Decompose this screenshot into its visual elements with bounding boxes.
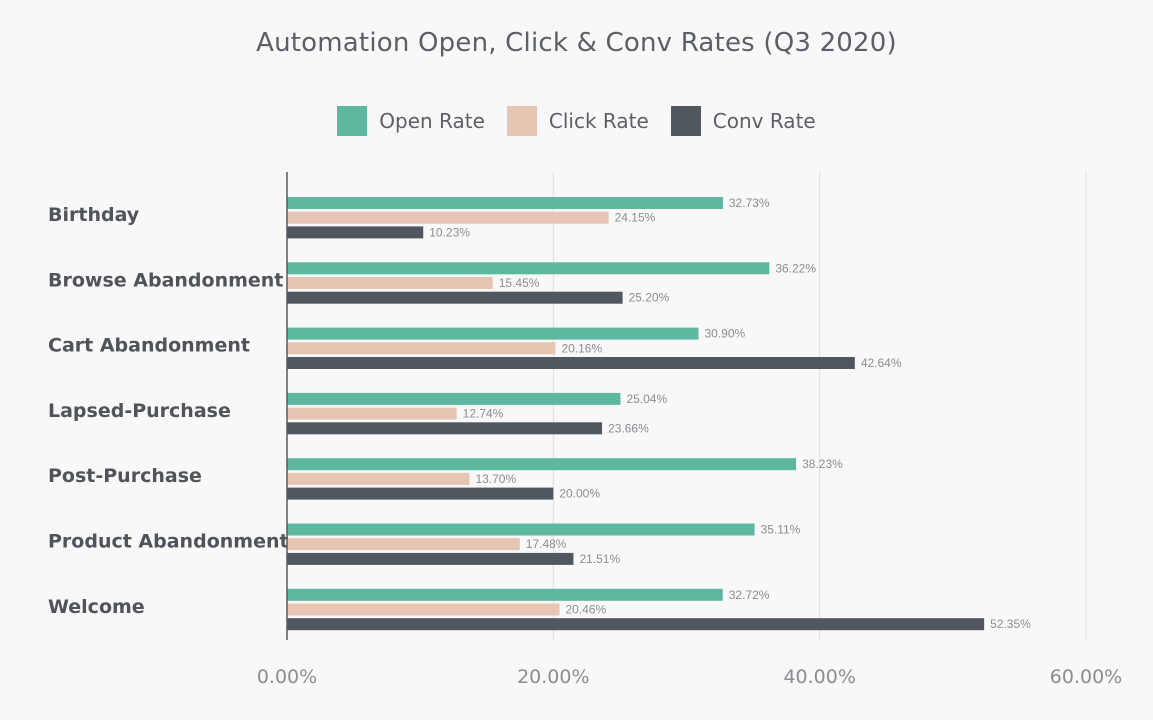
bar	[287, 392, 621, 405]
category-label: Cart Abandonment	[48, 335, 250, 357]
legend-label: Conv Rate	[712, 109, 816, 133]
legend-swatch	[670, 106, 701, 136]
category-label: Welcome	[48, 596, 145, 618]
bar	[287, 618, 985, 631]
data-label: 32.72%	[729, 588, 770, 602]
legend-label: Open Rate	[379, 109, 485, 133]
bar	[287, 327, 699, 340]
data-label: 32.73%	[729, 196, 770, 210]
legend-swatch	[506, 106, 537, 136]
bar	[287, 277, 493, 289]
bar	[287, 342, 556, 355]
bar	[287, 211, 609, 224]
x-tick-label: 40.00%	[783, 666, 855, 688]
category-label: Browse Abandonment	[48, 269, 283, 291]
data-label: 21.51%	[579, 552, 620, 566]
bar	[287, 472, 470, 485]
data-label: 38.23%	[802, 457, 843, 471]
legend-item-1: Open Rate	[337, 106, 485, 136]
bar	[287, 357, 855, 369]
data-label: 15.45%	[499, 276, 540, 290]
category-label: Lapsed-Purchase	[48, 400, 231, 422]
data-label: 17.48%	[526, 537, 567, 551]
x-tick-label: 20.00%	[517, 666, 589, 688]
category-label: Post-Purchase	[48, 465, 202, 487]
x-tick-label: 0.00%	[257, 666, 317, 688]
bar	[287, 538, 520, 551]
bar	[287, 197, 723, 209]
chart-title: Automation Open, Click & Conv Rates (Q3 …	[256, 28, 897, 58]
data-label: 20.00%	[559, 487, 600, 501]
bar	[287, 422, 603, 435]
bar	[287, 407, 457, 420]
data-label: 20.16%	[561, 341, 602, 355]
x-tick-label: 60.00%	[1050, 666, 1122, 688]
bar	[287, 603, 560, 616]
data-label: 25.04%	[626, 392, 667, 406]
bar	[287, 487, 554, 500]
data-label: 30.90%	[704, 327, 745, 341]
data-label: 36.22%	[775, 261, 816, 275]
data-label: 24.15%	[615, 211, 656, 225]
data-label: 42.64%	[861, 356, 902, 370]
bar	[287, 523, 755, 536]
data-label: 52.35%	[990, 617, 1031, 631]
legend-item-2: Click Rate	[506, 106, 649, 136]
bar	[287, 226, 424, 239]
bar	[287, 262, 770, 275]
data-label: 25.20%	[629, 291, 670, 305]
bar	[287, 458, 797, 471]
legend-label: Click Rate	[548, 109, 649, 133]
legend-swatch	[337, 106, 368, 136]
data-label: 12.74%	[463, 407, 504, 421]
bar	[287, 552, 574, 565]
category-label: Product Abandonment	[48, 531, 289, 553]
data-label: 20.46%	[565, 603, 606, 617]
bar	[287, 588, 723, 601]
chart-legend: Open Rate Click Rate Conv Rate	[0, 106, 1153, 136]
category-label: Birthday	[48, 204, 140, 226]
data-label: 23.66%	[608, 421, 649, 435]
legend-item-3: Conv Rate	[670, 106, 816, 136]
data-label: 13.70%	[475, 472, 516, 486]
data-label: 10.23%	[429, 225, 470, 239]
data-label: 35.11%	[761, 523, 801, 537]
bar	[287, 291, 623, 304]
